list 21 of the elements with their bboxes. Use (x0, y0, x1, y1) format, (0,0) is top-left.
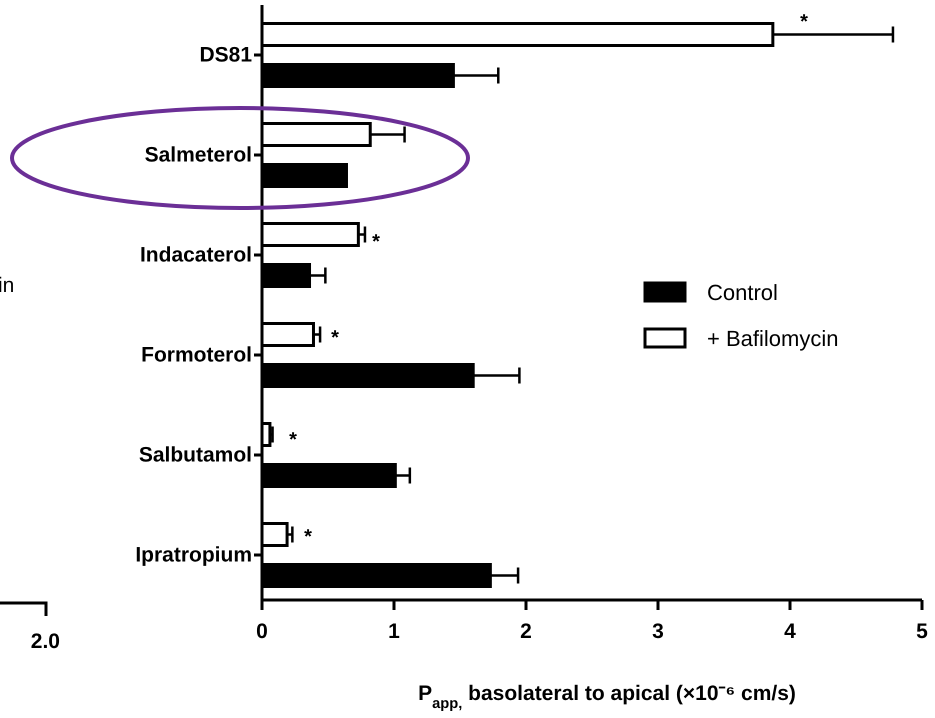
y-tick-label: Ipratropium (135, 544, 252, 567)
annotation: * (331, 327, 340, 349)
legend-label: + Bafilomycin (707, 326, 838, 351)
y-tick-label: DS81 (199, 44, 252, 67)
annotation: * (289, 429, 298, 451)
annotation: * (800, 11, 808, 33)
y-tick-label: Salbutamol (138, 444, 252, 467)
legend-label: Control (707, 280, 778, 305)
x-tick-label: 5 (916, 620, 928, 644)
annotation: * (304, 526, 312, 548)
x-tick-label: 3 (652, 620, 664, 644)
y-tick-label: Indacaterol (140, 244, 252, 267)
x-tick-label: 0 (256, 620, 268, 644)
x-tick-label: 4 (784, 620, 796, 644)
text: 2.0 (30, 630, 60, 653)
annotation: * (372, 231, 380, 253)
y-tick-label: Salmeterol (144, 144, 252, 167)
x-tick-label: 2 (520, 620, 532, 644)
y-tick-label: Formoterol (141, 344, 252, 367)
x-axis-title: P$_{app,}$ basolateral to apical (×10⁻⁶ cm/s) (418, 682, 796, 712)
x-tick-label: 1 (388, 620, 400, 644)
